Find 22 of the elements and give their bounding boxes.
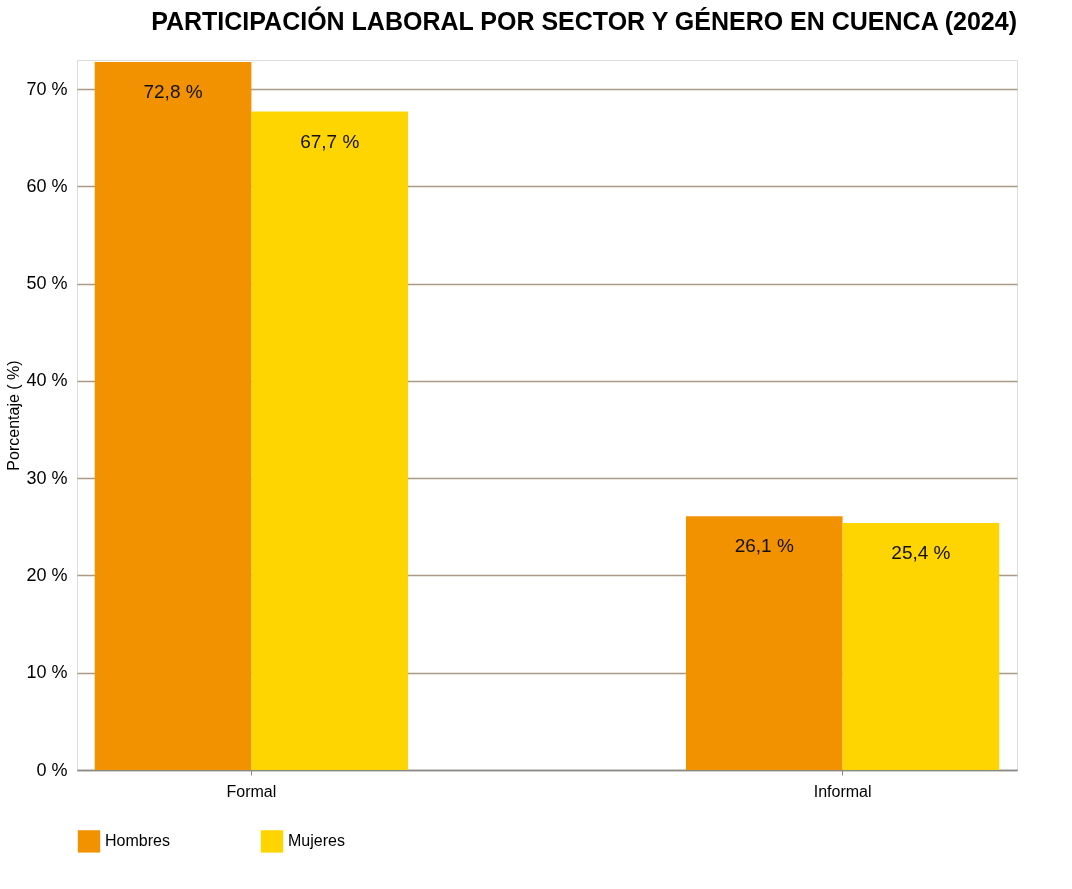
y-tick-label: 50 %	[26, 273, 68, 294]
data-label: 67,7 %	[300, 130, 360, 152]
data-label: 26,1 %	[734, 535, 794, 557]
y-tick-label: 0 %	[36, 759, 68, 780]
bar	[251, 111, 409, 770]
y-tick-label: 20 %	[26, 564, 68, 585]
y-tick-label: 70 %	[26, 78, 68, 99]
y-tick-label: 10 %	[26, 662, 68, 683]
y-axis-title: Porcentaje ( %)	[5, 360, 23, 471]
bar	[685, 516, 843, 770]
bar	[94, 61, 252, 770]
bar	[842, 522, 1000, 770]
chart-title: PARTICIPACIÓN LABORAL POR SECTOR Y GÉNERO EN CUENCA (2024)	[151, 6, 1017, 35]
y-tick-label: 60 %	[26, 175, 68, 196]
x-tick-label: Formal	[226, 782, 277, 800]
x-tick-label: Informal	[813, 782, 872, 800]
data-label: 72,8 %	[143, 80, 203, 102]
y-tick-label: 30 %	[26, 467, 68, 488]
legend-label: Hombres	[105, 832, 170, 850]
legend-label: Mujeres	[288, 832, 345, 850]
data-label: 25,4 %	[891, 541, 951, 563]
y-tick-label: 40 %	[26, 370, 68, 391]
